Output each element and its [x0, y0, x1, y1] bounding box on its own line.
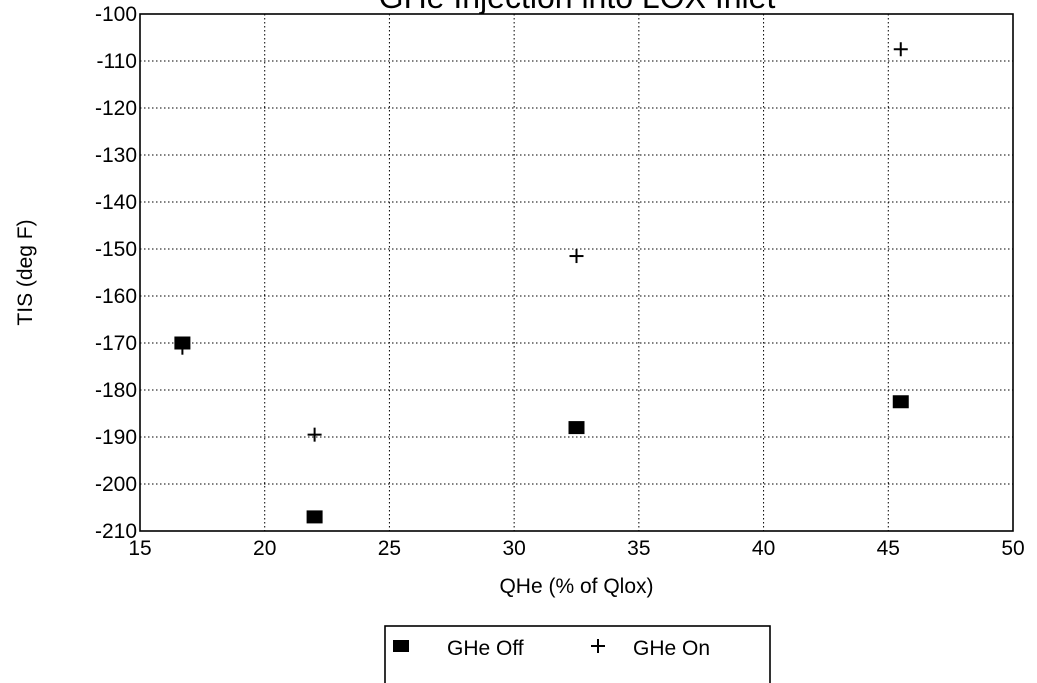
data-point-ghe-on: [307, 427, 322, 442]
y-tick-label: -160: [95, 285, 137, 308]
y-axis-ticks: -100 -110 -120 -130 -140 -150 -160 -170 -180 -190…: [95, 3, 137, 543]
y-axis-title: TIS (deg F): [14, 219, 37, 325]
legend-label-ghe-on: GHe On: [633, 637, 710, 660]
x-tick-label: 20: [253, 537, 276, 560]
chart-title: GHe Injection into LOX Inlet: [379, 0, 776, 15]
x-tick-label: 40: [752, 537, 775, 560]
y-tick-label: -170: [95, 332, 137, 355]
x-tick-label: 30: [502, 537, 525, 560]
y-tick-label: -100: [95, 3, 137, 26]
legend: GHe Off GHe On: [384, 625, 771, 683]
x-tick-label: 25: [378, 537, 401, 560]
data-point-ghe-off: [306, 510, 323, 524]
y-tick-label: -130: [95, 144, 137, 167]
legend-marker-ghe-off: [393, 640, 409, 652]
data-point-ghe-on: [893, 42, 908, 57]
y-tick-label: -120: [95, 97, 137, 120]
y-tick-label: -150: [95, 238, 137, 261]
legend-label-ghe-off: GHe Off: [447, 637, 524, 660]
x-tick-label: 45: [877, 537, 900, 560]
x-tick-label: 50: [1001, 537, 1024, 560]
grid-lines: [140, 14, 1013, 531]
y-tick-label: -200: [95, 473, 137, 496]
legend-box: [384, 625, 771, 683]
y-tick-label: -210: [95, 520, 137, 543]
x-axis-title: QHe (% of Qlox): [499, 575, 653, 598]
y-tick-label: -190: [95, 426, 137, 449]
data-point-ghe-on: [569, 249, 584, 264]
y-tick-label: -140: [95, 191, 137, 214]
y-tick-label: -110: [97, 50, 137, 73]
legend-marker-ghe-on: [591, 639, 605, 653]
data-points: [174, 42, 909, 524]
y-tick-label: -180: [95, 379, 137, 402]
plot-area: [139, 13, 1014, 532]
data-point-ghe-on: [175, 340, 190, 355]
data-point-ghe-off: [892, 395, 909, 409]
x-axis-ticks: 15 20 25 30 35 40 45 50: [128, 537, 1024, 560]
x-tick-label: 35: [627, 537, 650, 560]
data-point-ghe-off: [568, 421, 585, 435]
x-tick-label: 15: [128, 537, 151, 560]
